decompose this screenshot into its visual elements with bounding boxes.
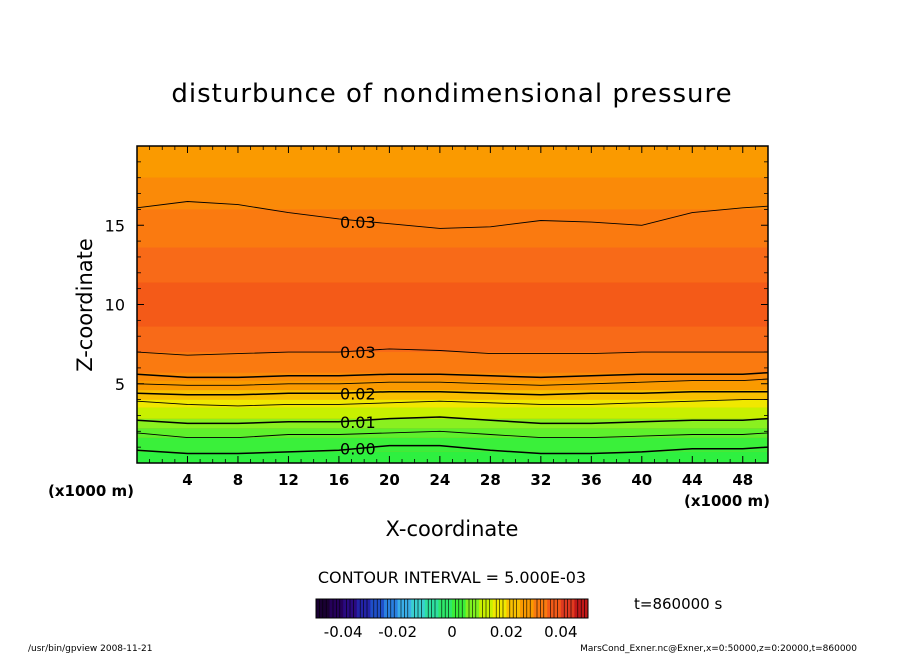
x-tick-label: 28 (480, 471, 501, 489)
x-tick-label: 12 (278, 471, 299, 489)
footer-right: MarsCond_Exner.nc@Exner,x=0:50000,z=0:20… (580, 644, 857, 654)
x-tick-label: 4 (182, 471, 192, 489)
footer-left: /usr/bin/gpview 2008-11-21 (28, 644, 152, 654)
y-tick-label: 5 (115, 375, 125, 394)
contour-label: 0.00 (340, 440, 376, 459)
contour-line (136, 201, 769, 229)
x-ticks: 4 8 12 16 20 24 28 32 36 40 44 48 (149, 146, 756, 489)
y-ticks: 5 10 15 (105, 161, 768, 448)
x-unit-left: (x1000 m) (48, 482, 134, 500)
colorbar-frame (315, 598, 589, 619)
field-band (137, 390, 768, 400)
field-band (137, 451, 768, 463)
field-band (137, 177, 768, 210)
x-tick-label: 40 (631, 471, 652, 489)
contour-lines (136, 201, 769, 455)
x-tick-label: 8 (233, 471, 243, 489)
x-tick-label: 48 (732, 471, 753, 489)
contour-line (136, 416, 769, 425)
field-band (137, 282, 768, 327)
x-tick-label: 36 (581, 471, 602, 489)
contour-label: 0.03 (340, 213, 376, 232)
x-tick-label: 32 (530, 471, 551, 489)
x-axis-label: X-coordinate (386, 517, 519, 541)
contour-labels: 0.03 0.03 0.02 0.01 0.00 (340, 213, 376, 459)
colorbar-ticks: -0.04 -0.02 0 0.02 0.04 (324, 623, 578, 641)
x-tick-label: 16 (328, 471, 349, 489)
field-band (137, 437, 768, 452)
colorbar-tick-label: -0.04 (324, 623, 363, 641)
plot-area: 0.030.030.020.010.00 4 8 12 16 20 24 28 32 36 40 4… (105, 145, 769, 489)
colorbar-tick-label: 0.04 (544, 623, 577, 641)
y-axis-label: Z-coordinate (73, 238, 97, 372)
field-band (137, 247, 768, 283)
x-tick-label: 24 (429, 471, 450, 489)
colorbar (315, 598, 589, 619)
time-label: t=860000 s (634, 595, 722, 613)
field-band (137, 399, 768, 408)
contour-line (136, 378, 769, 386)
field-band (137, 380, 768, 391)
y-tick-label: 10 (105, 296, 125, 315)
contour-line (136, 430, 769, 439)
colorbar-tick-label: 0.02 (490, 623, 523, 641)
contour-line (136, 348, 768, 356)
field-band (137, 418, 768, 429)
contour-line (136, 390, 768, 396)
color-bands (137, 146, 768, 463)
field-band (137, 407, 768, 419)
field-band (137, 326, 768, 353)
field-band (137, 352, 768, 373)
contour-label: 0.02 (340, 384, 376, 403)
field-band (137, 428, 768, 438)
contour-line (136, 371, 769, 379)
field-band (137, 372, 768, 381)
colorbar-tick-label: 0 (447, 623, 457, 641)
x-unit-right: (x1000 m) (684, 492, 770, 510)
contour-label: 0.03 (340, 343, 376, 362)
field-band (137, 146, 768, 178)
colorbar-tick-label: -0.02 (378, 623, 417, 641)
x-tick-label: 44 (682, 471, 703, 489)
contour-line (136, 399, 768, 407)
y-tick-label: 15 (105, 216, 125, 235)
contour-interval: CONTOUR INTERVAL = 5.000E-03 (318, 568, 586, 587)
contour-line (136, 444, 769, 455)
x-tick-label: 20 (379, 471, 400, 489)
chart-title: disturbunce of nondimensional pressure (171, 79, 732, 109)
contour-label: 0.01 (340, 413, 376, 432)
